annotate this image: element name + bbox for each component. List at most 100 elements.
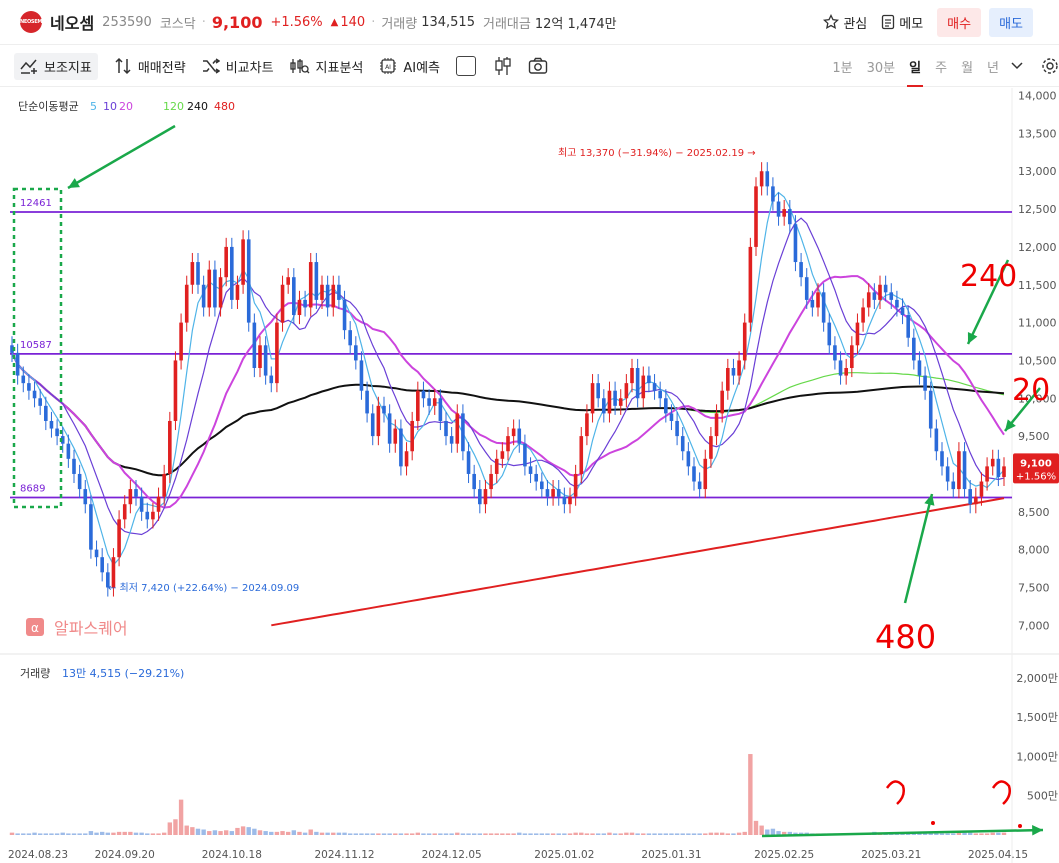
candle — [72, 449, 76, 484]
candle-body — [878, 284, 882, 300]
candle-body — [861, 307, 865, 323]
candle-body — [540, 481, 544, 490]
strategy-button[interactable]: 매매전략 — [114, 57, 186, 76]
volume-bar — [579, 832, 584, 835]
candle-body — [500, 451, 505, 459]
volume-bar — [584, 833, 590, 835]
candle-icon[interactable] — [494, 56, 512, 76]
candle — [607, 381, 612, 423]
candle — [534, 464, 538, 491]
ai-predict-button[interactable]: AI AI예측 — [379, 57, 440, 76]
volume-bar — [99, 831, 105, 835]
separator-dot: · — [201, 14, 206, 30]
candle — [742, 313, 747, 370]
buy-button[interactable]: 매수 — [937, 7, 982, 37]
header-actions: 관심 메모 매수 매도 — [823, 0, 1059, 44]
candle-body — [179, 322, 183, 361]
volume-bar — [922, 833, 928, 835]
memo-button[interactable]: 메모 — [881, 13, 923, 32]
indicator-button[interactable]: 보조지표 — [14, 52, 98, 80]
candle-body — [218, 277, 223, 308]
y-tick-label: 8,500 — [1018, 506, 1050, 519]
candle — [562, 487, 567, 514]
candle-body — [692, 466, 696, 482]
volume-bar — [500, 833, 505, 835]
analysis-button[interactable]: 지표분석 — [289, 57, 363, 76]
candle-body — [207, 269, 212, 308]
y-tick-label: 8,000 — [1018, 544, 1050, 557]
arrow-head — [967, 332, 978, 344]
candle — [27, 374, 31, 400]
candle — [714, 404, 719, 446]
candle-body — [675, 420, 679, 437]
candle-body — [275, 322, 279, 384]
volume-bar — [229, 831, 235, 835]
compare-button[interactable]: 비교차트 — [202, 57, 274, 76]
candle — [945, 457, 950, 491]
arrow-shaft — [903, 493, 934, 604]
camera-icon[interactable] — [528, 57, 548, 75]
ma-legend-period: 120 — [163, 100, 184, 113]
volume-bar — [274, 831, 280, 835]
volume-bar — [139, 832, 144, 835]
candle — [754, 177, 758, 256]
box-toggle-icon[interactable] — [456, 56, 477, 76]
volume-bar — [466, 833, 471, 835]
candle — [669, 404, 674, 431]
period-1min[interactable]: 1분 — [832, 60, 853, 76]
candle — [866, 283, 871, 317]
watch-button[interactable]: 관심 — [823, 13, 867, 32]
volume-bar — [1001, 832, 1007, 835]
volume-bar — [607, 832, 612, 835]
candle — [106, 563, 110, 597]
period-month[interactable]: 월 — [961, 60, 974, 76]
candle-body — [246, 239, 251, 323]
candle — [585, 404, 589, 446]
candle-body — [455, 413, 460, 444]
price-chart[interactable]: 14,000 13,500 13,000 12,500 12,000 11,500 11,0… — [0, 88, 1059, 863]
volume-bar — [770, 828, 776, 835]
candle — [60, 427, 65, 453]
handwritten-question-mark — [885, 780, 905, 805]
volume-bar — [364, 833, 370, 835]
volume-bar — [370, 833, 375, 835]
x-tick-label: 2024.10.18 — [202, 849, 262, 861]
period-30min[interactable]: 30분 — [866, 60, 896, 76]
candle-body — [489, 473, 493, 490]
high-annotation: 최고 13,370 (−31.94%) − 2025.02.19 → — [558, 147, 756, 159]
candle-body — [342, 299, 347, 331]
gear-icon[interactable] — [1041, 57, 1059, 75]
candle — [427, 389, 431, 415]
candle — [838, 351, 843, 385]
candle — [658, 381, 662, 408]
candle-body — [337, 284, 341, 300]
candle-body — [709, 436, 713, 459]
stock-name: 네오셈 — [50, 14, 95, 33]
candle-body — [889, 292, 894, 300]
sell-button[interactable]: 매도 — [989, 7, 1033, 37]
volume-bar — [21, 833, 26, 835]
candle-body — [833, 345, 837, 361]
candle — [855, 313, 860, 355]
arrow-head — [1005, 419, 1016, 431]
volume-bar — [77, 833, 82, 835]
candle — [771, 177, 775, 211]
volume-bar — [105, 832, 111, 835]
candle-body — [303, 299, 307, 308]
period-day[interactable]: 일 — [907, 57, 924, 87]
volume-bar — [748, 754, 753, 835]
volume-tick-label: 1,500만 — [1016, 711, 1058, 724]
volume-bar — [646, 833, 652, 835]
volume-bar — [641, 833, 646, 835]
candle — [895, 290, 899, 317]
period-year[interactable]: 년 — [987, 60, 999, 76]
period-week[interactable]: 주 — [935, 60, 948, 76]
y-tick-label: 12,000 — [1018, 241, 1057, 254]
candle-body — [974, 496, 978, 505]
candle — [934, 419, 939, 461]
candle — [444, 411, 448, 446]
candle-body — [585, 413, 589, 437]
volume-bar — [207, 831, 212, 835]
x-tick-label: 2025.04.15 — [968, 849, 1028, 861]
chevron-down-icon[interactable] — [1011, 62, 1023, 70]
